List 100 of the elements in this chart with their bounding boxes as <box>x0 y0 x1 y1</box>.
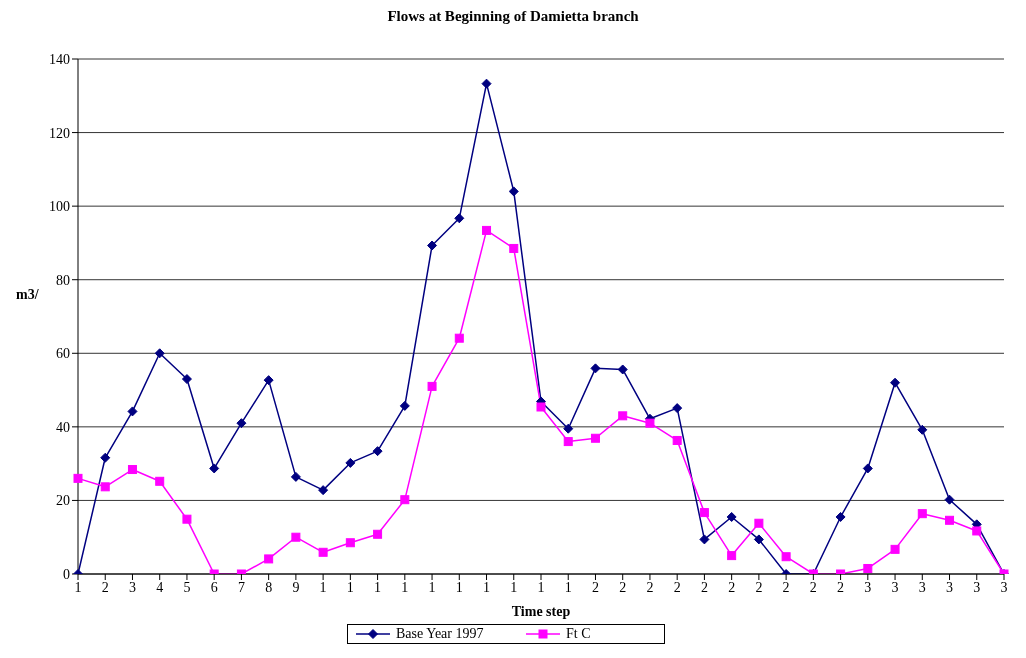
x-tick-label: 2 <box>700 579 708 595</box>
x-tick-label: 2 <box>728 579 736 595</box>
point <box>563 423 574 434</box>
point <box>508 186 519 197</box>
y-tick-label: 120 <box>49 125 70 141</box>
point <box>318 547 328 557</box>
x-tick-label: 1 <box>74 579 82 595</box>
y-axis-title: m3/ <box>16 286 40 302</box>
x-tick-label: 1 <box>483 579 491 595</box>
point <box>427 240 438 251</box>
point <box>73 473 83 483</box>
x-tick-label: 1 <box>564 579 572 595</box>
point <box>263 375 274 386</box>
point <box>372 446 383 457</box>
point <box>454 213 465 224</box>
x-tick-label: 7 <box>237 579 245 595</box>
x-tick-label: 2 <box>673 579 681 595</box>
point <box>154 348 165 359</box>
x-tick-label: 6 <box>210 579 218 595</box>
x-tick-label: 2 <box>782 579 790 595</box>
point <box>181 374 192 385</box>
chart-title: Flows at Beginning of Damietta branch <box>386 8 640 26</box>
x-tick-label: 2 <box>646 579 654 595</box>
y-tick-label: 0 <box>63 566 70 582</box>
point <box>536 402 546 412</box>
point <box>100 452 111 463</box>
point <box>264 554 274 564</box>
point <box>944 494 955 505</box>
legend-label: Ft C <box>566 626 592 642</box>
x-tick-label: 2 <box>755 579 763 595</box>
point <box>182 514 192 524</box>
point <box>781 552 791 562</box>
x-tick-label: 2 <box>101 579 109 595</box>
point <box>890 544 900 554</box>
point <box>291 532 301 542</box>
x-tick-label: 3 <box>891 579 899 595</box>
point <box>427 381 437 391</box>
y-tick-label: 60 <box>56 346 70 362</box>
point <box>890 377 901 388</box>
x-axis-title: Time step <box>511 604 571 619</box>
point <box>345 457 356 468</box>
point <box>290 471 301 482</box>
x-tick-label: 2 <box>837 579 845 595</box>
x-tick-label: 3 <box>973 579 981 595</box>
point <box>155 476 165 486</box>
y-tick-label: 20 <box>56 493 70 509</box>
point <box>754 518 764 528</box>
point <box>618 411 628 421</box>
y-tick-label: 80 <box>56 272 70 288</box>
legend-label: Base Year 1997 <box>396 626 485 642</box>
point <box>127 465 137 475</box>
x-tick-label: 1 <box>455 579 463 595</box>
point <box>672 403 683 414</box>
x-tick-label: 2 <box>591 579 599 595</box>
point <box>127 406 138 417</box>
point <box>400 495 410 505</box>
point <box>481 78 492 89</box>
point <box>727 551 737 561</box>
x-tick-label: 2 <box>619 579 627 595</box>
point <box>509 243 519 253</box>
point <box>209 463 220 474</box>
x-tick-label: 3 <box>918 579 926 595</box>
point <box>482 225 492 235</box>
x-tick-label: 1 <box>401 579 409 595</box>
point <box>236 418 247 429</box>
x-tick-label: 4 <box>156 579 164 595</box>
point <box>590 363 601 374</box>
point <box>917 424 928 435</box>
y-tick-label: 40 <box>56 419 70 435</box>
point <box>835 511 846 522</box>
point <box>563 437 573 447</box>
x-tick-label: 3 <box>128 579 136 595</box>
x-tick-label: 1 <box>510 579 518 595</box>
x-tick-label: 3 <box>946 579 954 595</box>
x-tick-label: 1 <box>319 579 327 595</box>
point <box>454 333 464 343</box>
x-tick-label: 1 <box>374 579 382 595</box>
x-tick-label: 5 <box>183 579 191 595</box>
point <box>617 364 628 375</box>
point <box>672 435 682 445</box>
point <box>863 563 873 573</box>
x-tick-label: 3 <box>1000 579 1008 595</box>
point <box>972 526 982 536</box>
x-tick-label: 9 <box>292 579 300 595</box>
x-tick-label: 1 <box>537 579 545 595</box>
point <box>645 418 655 428</box>
point <box>590 433 600 443</box>
point <box>345 538 355 548</box>
point <box>699 508 709 518</box>
point <box>945 515 955 525</box>
point <box>373 529 383 539</box>
point <box>726 511 737 522</box>
x-tick-label: 1 <box>346 579 354 595</box>
point <box>318 485 329 496</box>
x-tick-label: 1 <box>428 579 436 595</box>
y-tick-label: 100 <box>49 199 70 215</box>
point <box>399 400 410 411</box>
x-tick-label: 8 <box>265 579 273 595</box>
point <box>753 534 764 545</box>
x-tick-label: 2 <box>809 579 817 595</box>
